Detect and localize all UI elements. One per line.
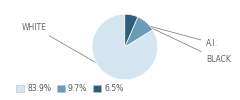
Legend: 83.9%, 9.7%, 6.5%: 83.9%, 9.7%, 6.5% xyxy=(13,81,126,96)
Wedge shape xyxy=(125,14,138,47)
Text: A.I.: A.I. xyxy=(147,25,219,48)
Text: BLACK: BLACK xyxy=(133,19,231,64)
Wedge shape xyxy=(125,17,153,47)
Wedge shape xyxy=(92,14,158,80)
Text: WHITE: WHITE xyxy=(22,22,109,70)
